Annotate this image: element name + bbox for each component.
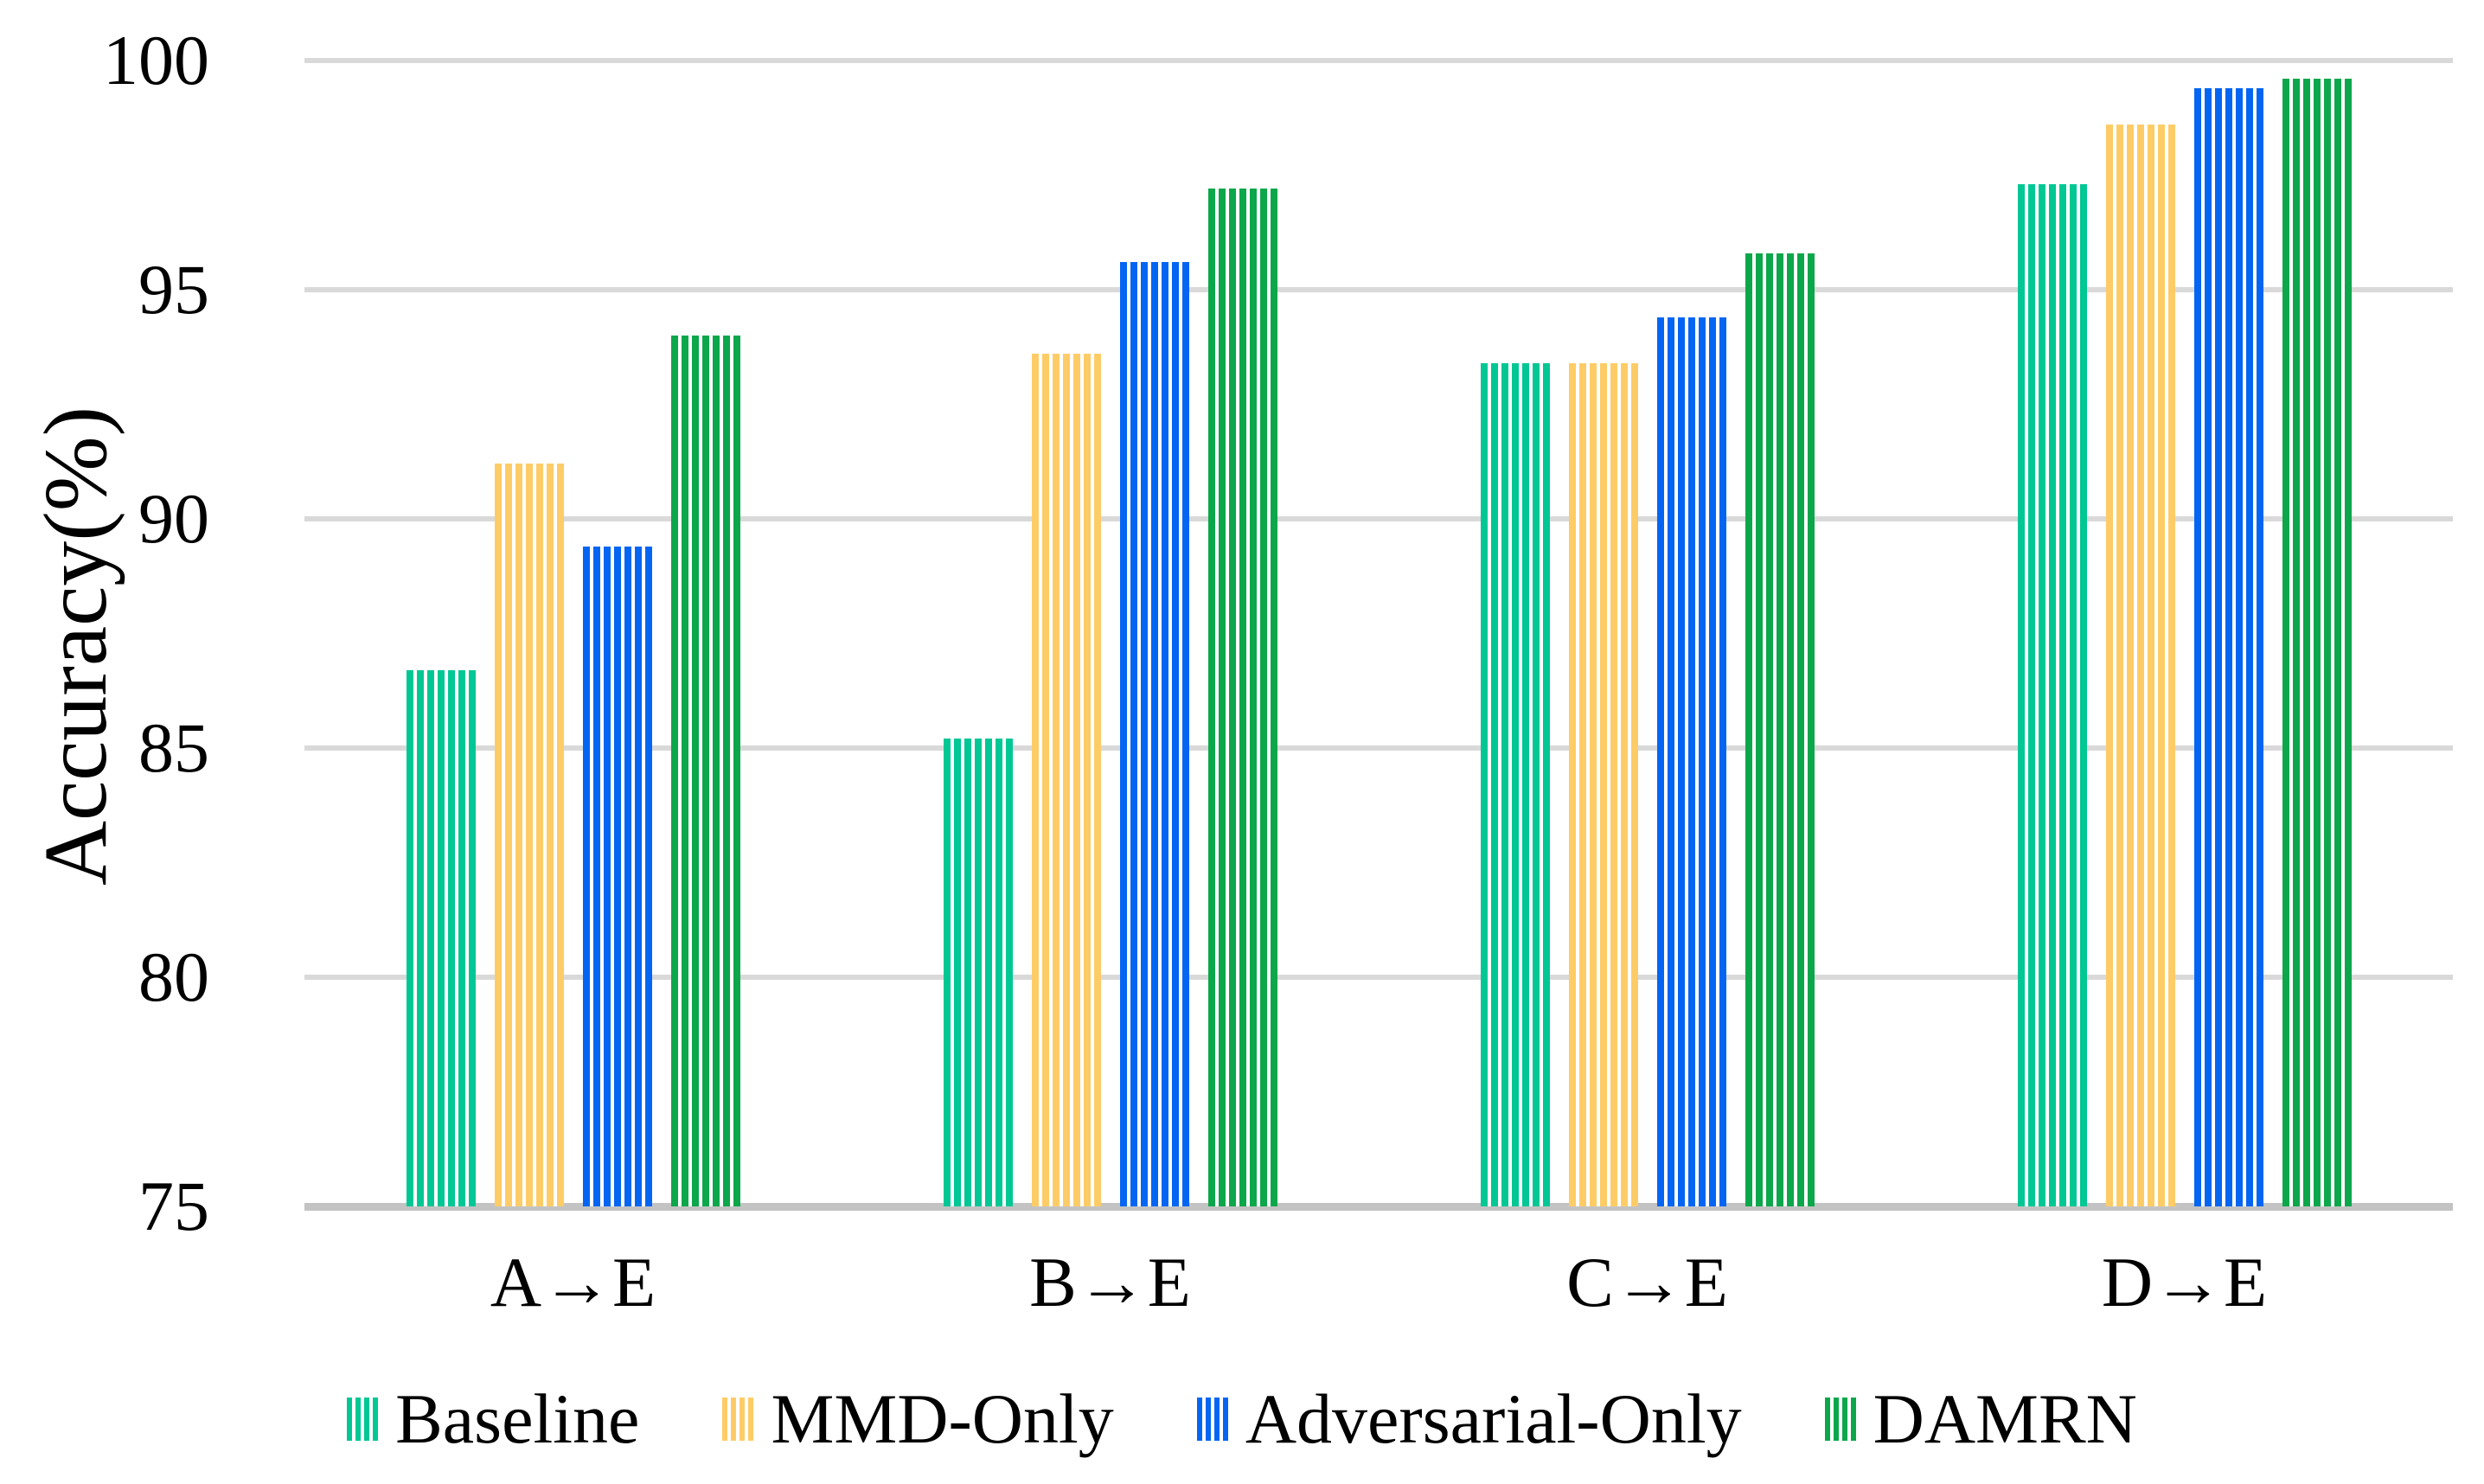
y-tick-label-100: 100 [103,21,209,99]
bar-MMD-Only-D→E [2105,125,2175,1206]
bar-DAMRN-D→E [2282,79,2352,1206]
bar-Adversarial-Only-B→E [1119,262,1189,1206]
gridline-100 [304,58,2453,63]
bar-group-D→E [1916,61,2453,1206]
bar-DAMRN-A→E [670,336,740,1206]
legend-item-Adversarial-Only: Adversarial-Only [1196,1377,1742,1462]
gridline-90 [304,516,2453,521]
bar-DAMRN-C→E [1745,253,1815,1206]
bar-group-B→E [842,61,1379,1206]
x-tick-label-A→E: A→E [490,1243,656,1321]
bar-Baseline-B→E [943,739,1013,1206]
bar-DAMRN-B→E [1207,189,1277,1206]
gridline-75 [304,1203,2453,1211]
bar-Adversarial-Only-D→E [2193,87,2263,1206]
bar-MMD-Only-B→E [1031,354,1101,1206]
legend: Baseline MMD-Only Adversarial-Only DAMRN [0,1377,2484,1462]
y-tick-label-85: 85 [138,708,209,787]
x-tick-label-B→E: B→E [1029,1243,1191,1321]
legend-swatch-icon-Baseline [347,1398,379,1442]
legend-item-MMD-Only: MMD-Only [722,1377,1114,1462]
bar-MMD-Only-C→E [1568,362,1638,1206]
gridline-80 [304,975,2453,980]
bar-Baseline-D→E [2017,184,2087,1206]
x-tick-label-D→E: D→E [2101,1243,2268,1321]
y-tick-label-80: 80 [138,937,209,1016]
legend-item-DAMRN: DAMRN [1824,1377,2137,1462]
legend-label-MMD-Only: MMD-Only [771,1379,1114,1458]
legend-swatch-icon-Adversarial-Only [1196,1398,1228,1442]
bar-group-A→E [304,61,842,1206]
bar-Adversarial-Only-C→E [1656,317,1726,1206]
legend-label-Baseline: Baseline [395,1379,640,1458]
legend-label-Adversarial-Only: Adversarial-Only [1245,1379,1742,1458]
y-axis-title: Accuracy(%) [26,406,125,886]
legend-swatch-icon-DAMRN [1824,1398,1856,1442]
x-tick-label-C→E: C→E [1566,1243,1728,1321]
bar-MMD-Only-A→E [494,464,564,1206]
gridline-85 [304,745,2453,751]
legend-label-DAMRN: DAMRN [1873,1379,2137,1458]
bar-Baseline-A→E [406,669,476,1206]
bar-Baseline-C→E [1480,362,1550,1206]
y-tick-label-75: 75 [138,1167,209,1245]
y-tick-label-95: 95 [138,250,209,329]
gridline-95 [304,287,2453,292]
plot-area: 75 80 85 90 95 100 [103,25,2453,1242]
bar-Adversarial-Only-A→E [582,546,652,1206]
legend-item-Baseline: Baseline [347,1377,639,1462]
bar-group-C→E [1379,61,1916,1206]
legend-swatch-icon-MMD-Only [722,1398,754,1442]
y-tick-label-90: 90 [138,479,209,558]
